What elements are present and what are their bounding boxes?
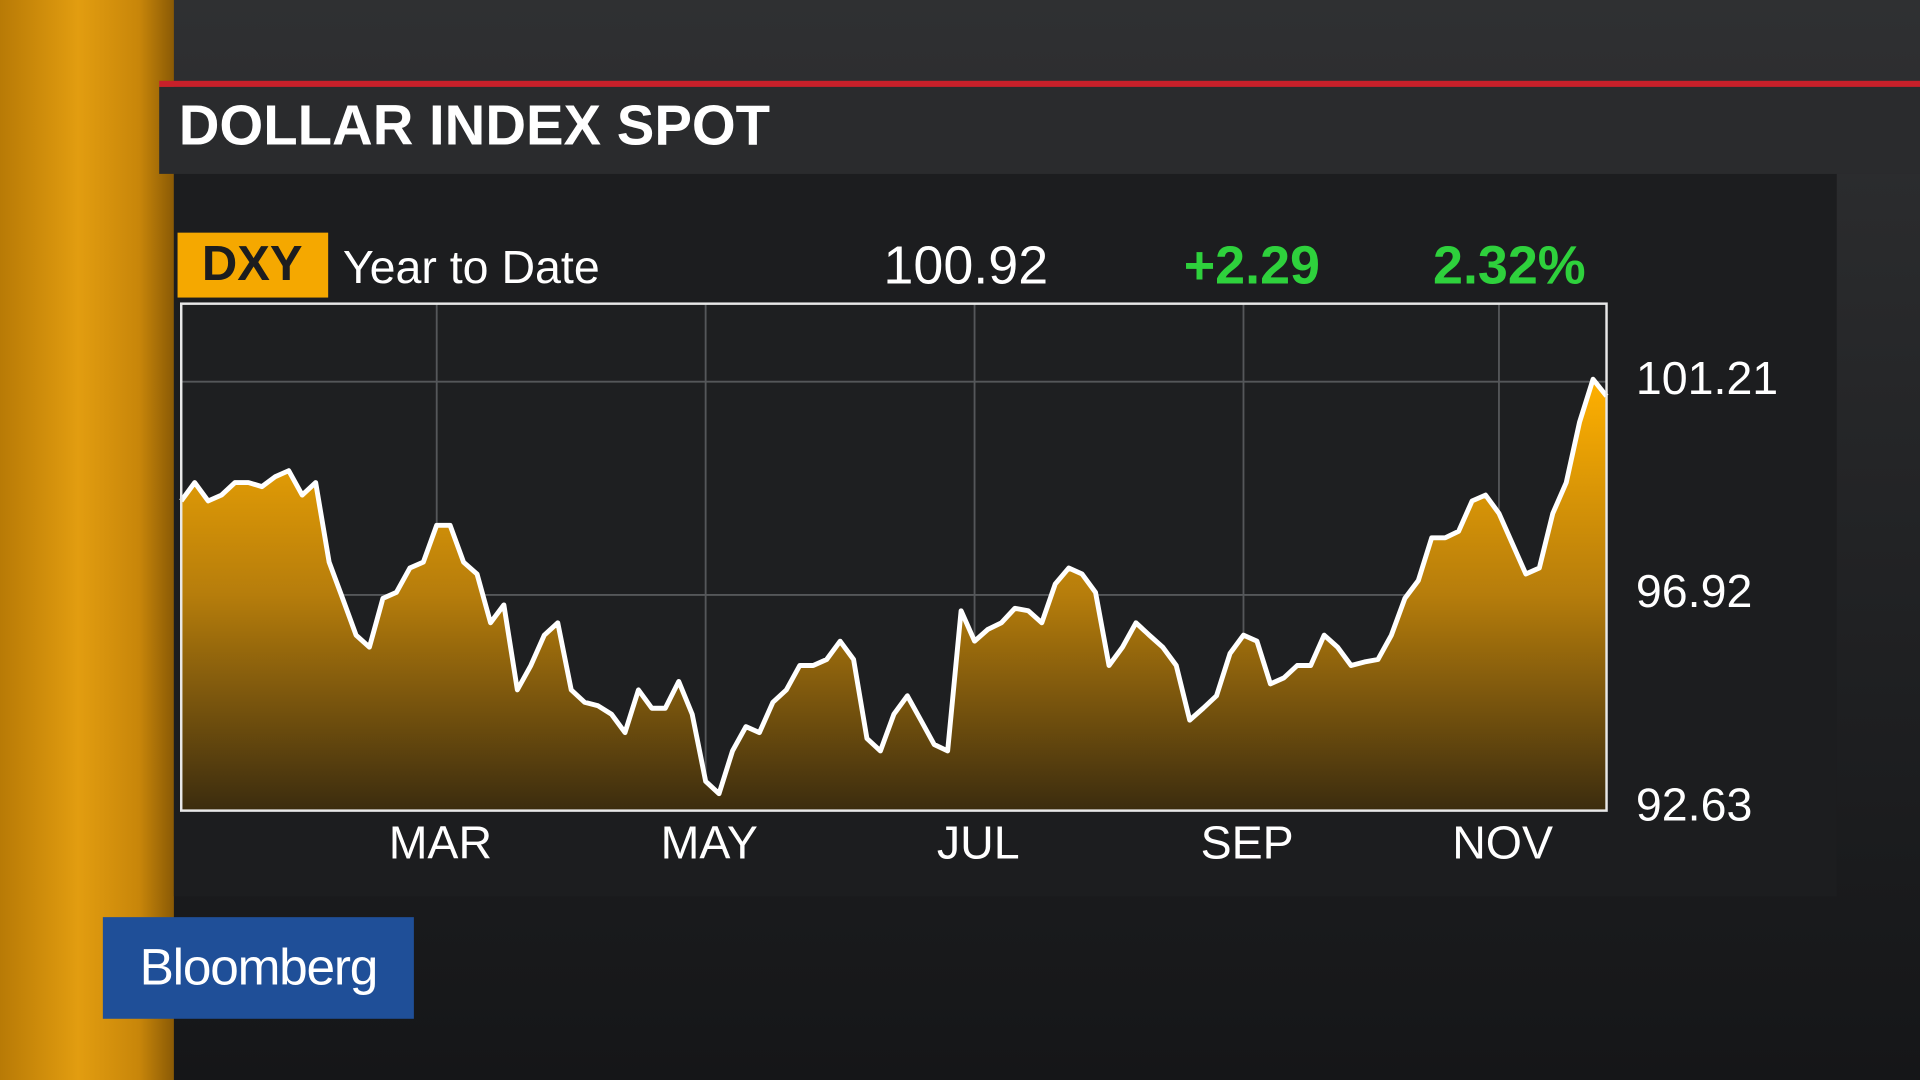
x-tick-label: SEP	[1201, 816, 1294, 868]
area-fill	[181, 379, 1607, 811]
percent-change: 2.32%	[1433, 236, 1586, 296]
brand-logo: Bloomberg	[140, 938, 378, 996]
title-bar	[159, 86, 1920, 174]
logo-box	[102, 917, 414, 1019]
last-price: 100.92	[883, 236, 1048, 296]
red-rule	[159, 80, 1920, 87]
ticker-box	[177, 232, 329, 298]
side-stripe	[0, 0, 174, 1080]
chart-title: DOLLAR INDEX SPOT	[179, 94, 770, 157]
price-line	[179, 376, 1609, 797]
x-tick-label: JUL	[937, 816, 1020, 868]
plot-border	[180, 302, 1608, 812]
ticker: DXY	[202, 237, 303, 291]
y-tick-label: 92.63	[1636, 778, 1752, 830]
x-tick-label: NOV	[1452, 816, 1553, 868]
net-change: +2.29	[1184, 236, 1320, 296]
y-tick-label: 101.21	[1636, 352, 1778, 404]
y-tick-label: 96.92	[1636, 565, 1752, 617]
plot	[179, 303, 1609, 811]
x-tick-label: MAR	[389, 816, 492, 868]
period: Year to Date	[343, 241, 600, 293]
x-tick-label: MAY	[661, 816, 758, 868]
